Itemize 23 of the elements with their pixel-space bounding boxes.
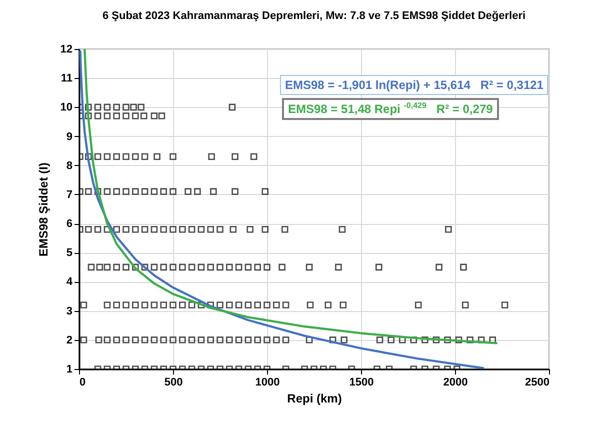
y-tick-label: 1: [66, 364, 72, 376]
x-tick-label: 2000: [443, 376, 468, 388]
chart-title: 6 Şubat 2023 Kahramanmaraş Depremleri, Mw: 7.8 ve 7.5 EMS98 Şiddet Değerleri: [102, 10, 526, 22]
y-tick-label: 7: [66, 188, 72, 201]
y-tick-label: 5: [66, 247, 72, 260]
x-tick-label: 2500: [525, 376, 550, 388]
y-tick-label: 4: [66, 276, 74, 288]
y-tick-label: 11: [60, 72, 72, 85]
annotation: EMS98 = -1,901 ln(Repi) + 15,614 R² = 0,3121: [280, 75, 548, 95]
y-tick-label: 10: [60, 102, 72, 114]
y-tick-label: 9: [66, 130, 72, 143]
x-tick-label: 0: [80, 376, 86, 388]
x-axis-title: Repi (km): [287, 392, 342, 406]
text: EMS98 = 51,48 Repi $^{-0,429}$ R² = 0,279: [288, 101, 493, 116]
x-tick-label: 500: [164, 376, 183, 388]
y-axis-title: EMS98 Şiddet (I): [36, 162, 50, 257]
x-tick-label: 1000: [255, 376, 280, 388]
y-tick-label: 6: [66, 218, 72, 230]
y-tick-label: 3: [66, 305, 72, 318]
y-tick-label: 12: [60, 44, 72, 56]
x-tick-label: 1500: [349, 376, 374, 388]
y-tick-label: 8: [66, 160, 72, 172]
y-tick-label: 2: [66, 334, 72, 346]
